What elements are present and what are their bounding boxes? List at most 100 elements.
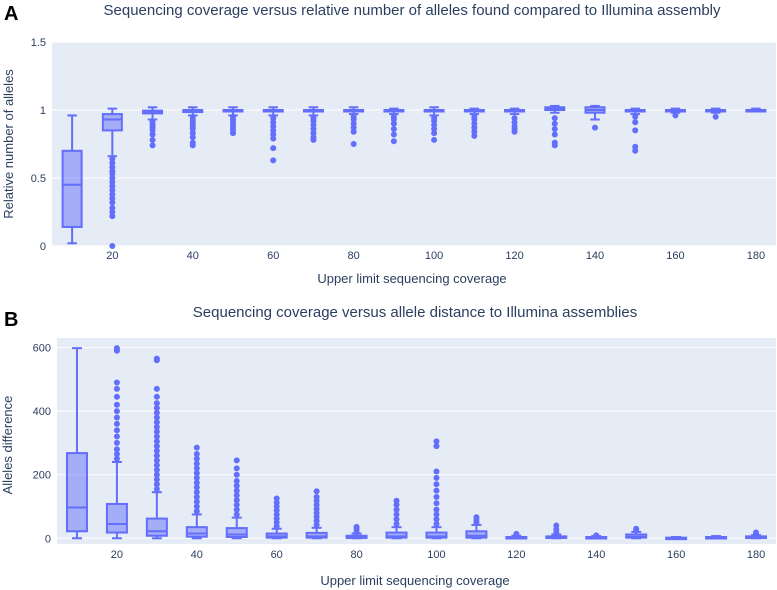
box-iqr <box>225 527 248 539</box>
outlier-point <box>193 493 200 500</box>
panel-b-x-tick-label: 100 <box>427 549 445 561</box>
outlier-point <box>313 501 320 508</box>
outlier-point <box>233 497 240 504</box>
outlier-point <box>113 420 120 427</box>
panel-b-box-20 <box>105 345 128 540</box>
outlier-point <box>393 506 400 513</box>
box-iqr <box>145 517 168 537</box>
panel-b-x-tick-label: 20 <box>111 549 123 561</box>
box-iqr <box>385 531 408 539</box>
outlier-point <box>149 136 156 143</box>
panel-a-box-20 <box>101 107 123 249</box>
outlier-point <box>511 115 518 122</box>
outlier-point <box>592 124 598 131</box>
outlier-point <box>149 119 156 126</box>
panel-a-x-tick-label: 80 <box>348 250 360 262</box>
outlier-point <box>149 142 156 149</box>
outlier-point <box>113 408 120 415</box>
panel-a-gridlines <box>52 41 776 247</box>
panel-b-x-ticks: 20 40 60 80 100 120 140 160 180 <box>111 549 765 561</box>
panel-a-box-80 <box>343 106 365 147</box>
panel-b-y-ticks: 0 200 400 600 <box>33 343 51 546</box>
panel-b-x-tick-label: 60 <box>271 549 283 561</box>
outlier-point <box>310 115 317 122</box>
panel-b-box-50 <box>225 457 248 540</box>
outlier-point <box>193 465 200 472</box>
panel-a-box-10 <box>61 114 83 245</box>
panel-a-box-30 <box>142 106 164 149</box>
outlier-point <box>233 457 240 464</box>
outlier-point <box>393 501 400 508</box>
panel-a-box-90 <box>383 107 405 145</box>
outlier-point <box>193 484 200 491</box>
outlier-point <box>433 474 440 481</box>
panel-a-box-130 <box>544 104 566 149</box>
panel-a-x-tick-label: 160 <box>666 250 684 262</box>
outlier-point <box>109 204 116 211</box>
box-iqr <box>465 530 488 539</box>
outlier-point <box>712 113 719 120</box>
panel-b-x-tick-label: 160 <box>667 549 685 561</box>
outlier-point <box>233 471 240 478</box>
outlier-point <box>551 126 558 133</box>
outlier-point <box>551 120 558 127</box>
outlier-point <box>390 126 397 133</box>
panel-b-plot-area <box>57 338 776 544</box>
outlier-point <box>153 438 160 445</box>
panel-b-x-tick-label: 140 <box>587 549 605 561</box>
outlier-point <box>193 474 200 481</box>
panel-b-boxes <box>65 345 768 541</box>
panel-b-box-90 <box>385 497 408 540</box>
outlier-point <box>193 479 200 486</box>
outlier-point <box>390 131 397 138</box>
outlier-point <box>433 520 440 527</box>
panel-b-y-tick-label: 600 <box>33 343 51 355</box>
box-iqr <box>425 531 448 539</box>
panel-a-box-160 <box>664 107 686 119</box>
outlier-point <box>153 404 160 411</box>
outlier-point <box>273 515 280 522</box>
panel-a-x-tick-label: 40 <box>187 250 199 262</box>
outlier-point <box>193 489 200 496</box>
outlier-point <box>433 468 440 475</box>
outlier-point <box>153 486 160 493</box>
outlier-point <box>390 138 397 145</box>
outlier-point <box>433 493 440 500</box>
panel-b-box-150 <box>625 525 648 540</box>
panel-a-box-180 <box>745 107 767 113</box>
panel-b-box-170 <box>705 535 728 540</box>
outlier-point <box>153 424 160 431</box>
box-iqr <box>105 502 128 534</box>
outlier-point <box>113 433 120 440</box>
outlier-point <box>193 498 200 505</box>
panel-a-box-140 <box>584 104 606 131</box>
outlier-point <box>113 439 120 446</box>
panel-b-y-tick-label: 200 <box>33 470 51 482</box>
outlier-point <box>433 438 440 445</box>
panel-b-box-10 <box>65 347 88 540</box>
outlier-point <box>113 385 120 392</box>
panel-a-box-70 <box>302 106 324 143</box>
outlier-point <box>153 447 160 454</box>
panel-a-box-100 <box>423 106 445 143</box>
outlier-point <box>551 139 558 146</box>
outlier-point <box>233 511 240 518</box>
panel-a-box-60 <box>262 106 284 164</box>
panel-b-y-tick-label: 0 <box>45 533 51 545</box>
outlier-point <box>433 443 440 450</box>
box-iqr <box>305 531 328 539</box>
outlier-point <box>113 427 120 434</box>
outlier-point <box>113 455 120 462</box>
panel-a-box-120 <box>504 107 526 135</box>
panel-a-x-tick-label: 100 <box>425 250 443 262</box>
outlier-point <box>153 385 160 392</box>
outlier-point <box>233 482 240 489</box>
outlier-point <box>632 143 639 150</box>
outlier-point <box>473 514 480 521</box>
panel-a-boxes <box>61 104 767 249</box>
outlier-point <box>313 493 320 500</box>
panel-a-box-170 <box>705 107 727 120</box>
panel-a-x-tick-label: 140 <box>586 250 604 262</box>
outlier-point <box>153 419 160 426</box>
